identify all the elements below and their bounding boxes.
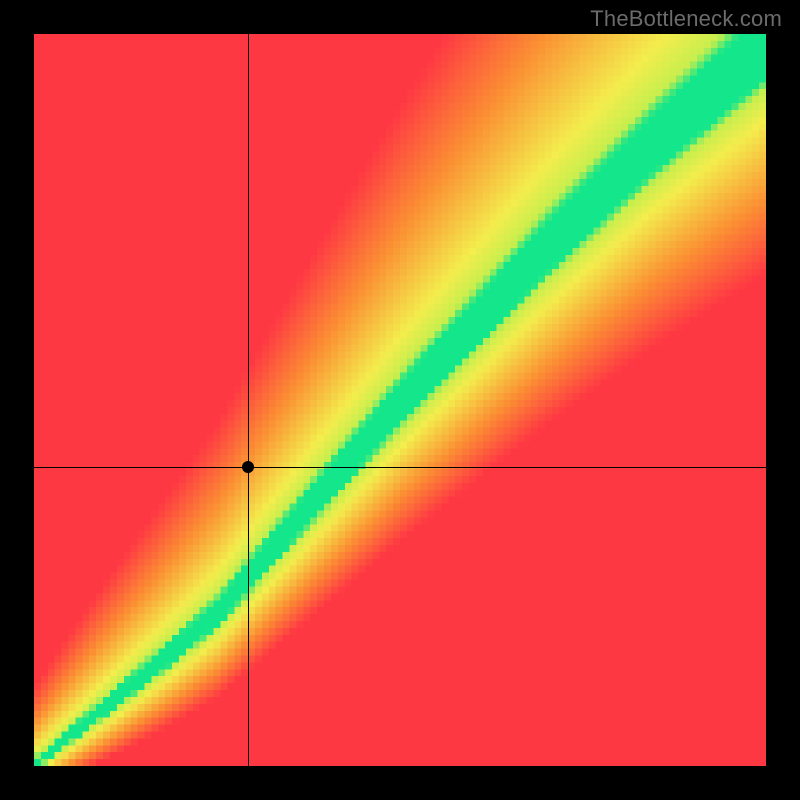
crosshair-horizontal [34, 467, 766, 468]
heatmap-canvas [34, 34, 766, 766]
crosshair-vertical [248, 34, 249, 766]
watermark-text: TheBottleneck.com [590, 6, 782, 32]
chart-container: TheBottleneck.com [0, 0, 800, 800]
crosshair-marker [242, 461, 254, 473]
plot-area [34, 34, 766, 766]
